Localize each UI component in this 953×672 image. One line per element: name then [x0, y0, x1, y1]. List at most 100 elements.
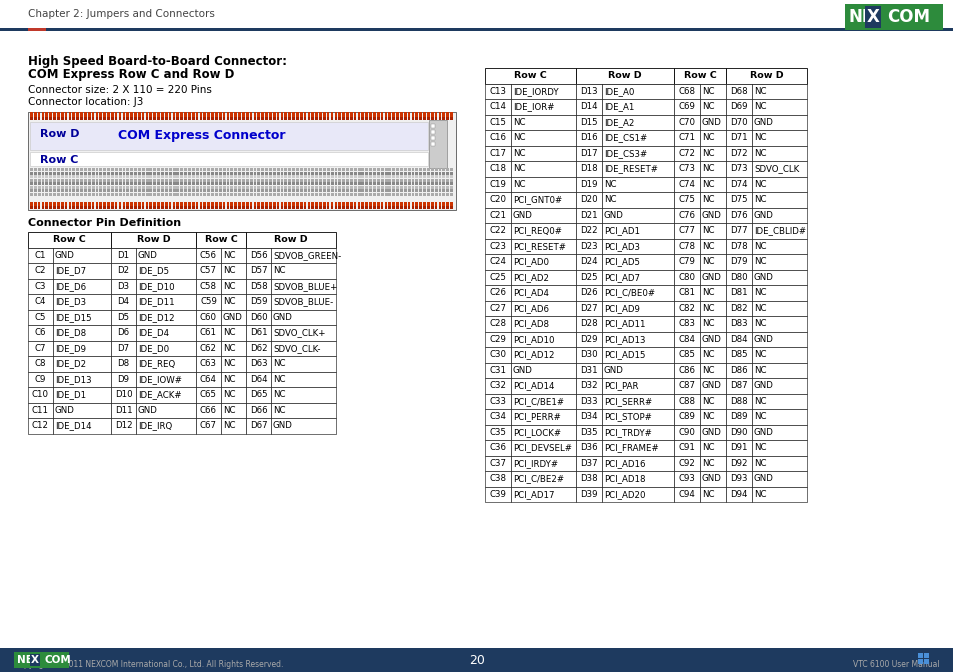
Bar	[242, 189, 245, 192]
Bar	[576, 177, 601, 192]
Bar	[407, 206, 410, 209]
Text: NC: NC	[701, 164, 714, 173]
Bar	[38, 171, 41, 175]
Bar	[53, 182, 56, 185]
Bar	[84, 112, 87, 117]
Bar	[91, 185, 94, 189]
Text: NC: NC	[701, 490, 714, 499]
Bar	[207, 189, 210, 192]
Bar	[673, 269, 700, 285]
Bar	[107, 206, 110, 209]
Bar	[427, 189, 430, 192]
Bar	[318, 117, 321, 120]
Bar	[153, 117, 156, 120]
Bar	[419, 171, 422, 175]
Bar	[46, 206, 48, 209]
Bar	[157, 175, 160, 178]
Bar	[725, 254, 751, 269]
Bar	[180, 171, 183, 175]
Bar	[203, 171, 206, 175]
Bar	[234, 189, 237, 192]
Bar	[438, 112, 441, 117]
Bar	[234, 182, 237, 185]
Bar	[80, 179, 83, 181]
Bar	[314, 179, 317, 181]
Bar	[403, 185, 406, 189]
Bar	[284, 171, 287, 175]
Bar	[172, 179, 175, 181]
Text: C93: C93	[678, 474, 695, 483]
Bar	[292, 168, 294, 171]
Bar	[292, 182, 294, 185]
Bar	[211, 179, 213, 181]
Bar	[146, 168, 149, 171]
Bar	[576, 114, 601, 130]
Bar	[601, 208, 673, 223]
Bar	[246, 356, 271, 372]
Bar	[234, 168, 237, 171]
Bar	[361, 112, 364, 117]
Bar	[380, 202, 383, 206]
Bar	[303, 185, 306, 189]
Bar	[122, 112, 125, 117]
Text: GND: GND	[753, 273, 773, 282]
Bar	[130, 112, 132, 117]
Bar	[431, 124, 435, 128]
Bar	[114, 182, 117, 185]
Bar	[303, 206, 306, 209]
Bar	[172, 175, 175, 178]
Bar	[423, 189, 426, 192]
Text: D88: D88	[729, 396, 747, 406]
Bar	[357, 117, 360, 120]
Text: C89: C89	[678, 412, 695, 421]
Bar	[380, 185, 383, 189]
Bar	[318, 168, 322, 171]
Bar	[246, 387, 271, 403]
Bar	[246, 182, 249, 185]
Bar	[84, 206, 87, 209]
Bar	[369, 182, 372, 185]
Bar	[576, 254, 601, 269]
Bar	[192, 189, 194, 192]
Bar	[221, 418, 246, 433]
Bar	[407, 202, 410, 206]
Text: NC: NC	[753, 102, 765, 112]
Bar	[234, 117, 236, 120]
Bar	[246, 247, 271, 263]
Bar	[172, 168, 175, 171]
Bar	[431, 189, 434, 192]
Bar	[126, 189, 129, 192]
Bar	[207, 179, 210, 181]
Bar	[376, 117, 379, 120]
Text: IDE_D5: IDE_D5	[138, 266, 169, 276]
Bar	[134, 189, 137, 192]
Bar	[192, 192, 194, 196]
Bar	[53, 294, 111, 310]
Bar	[61, 175, 64, 178]
Bar	[118, 206, 121, 209]
Bar	[751, 146, 806, 161]
Bar	[199, 168, 202, 171]
Bar	[923, 653, 928, 658]
Bar	[361, 202, 364, 206]
Bar	[335, 192, 337, 196]
Bar	[395, 182, 398, 185]
Bar	[357, 189, 360, 192]
Bar	[122, 171, 125, 175]
Bar	[438, 175, 441, 178]
Text: PCI_AD1: PCI_AD1	[603, 226, 639, 235]
Bar	[407, 175, 410, 178]
Bar	[142, 206, 144, 209]
Bar	[153, 168, 156, 171]
Bar	[111, 182, 113, 185]
Bar	[673, 347, 700, 362]
Bar	[122, 189, 125, 192]
Bar	[180, 175, 183, 178]
Bar	[122, 185, 125, 189]
Text: D78: D78	[729, 242, 747, 251]
Bar	[0, 648, 953, 672]
Bar	[192, 117, 194, 120]
Bar	[38, 182, 41, 185]
Text: PCI_AD8: PCI_AD8	[513, 319, 548, 328]
Bar	[99, 182, 102, 185]
